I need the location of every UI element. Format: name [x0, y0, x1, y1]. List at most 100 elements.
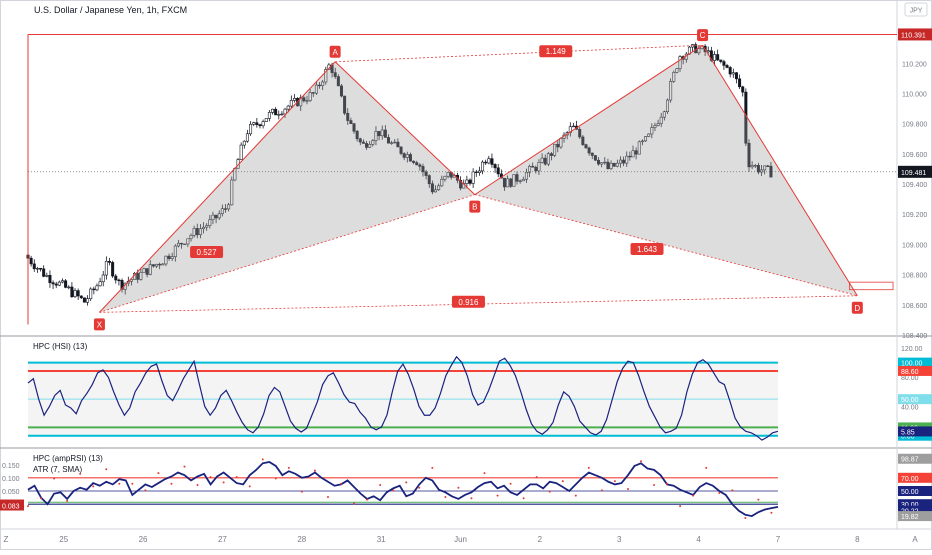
amprsi-level-label: 19.82	[901, 514, 919, 521]
atr-dot	[431, 466, 434, 469]
pattern-ratio-label: 0.916	[458, 298, 479, 307]
candle	[192, 228, 196, 236]
candle	[82, 297, 86, 303]
candle	[202, 226, 206, 230]
pattern-point-a: A	[332, 48, 338, 57]
candle	[104, 260, 108, 276]
pattern-ratio-line	[474, 194, 858, 297]
candle	[709, 50, 713, 61]
amprsi-series-line	[27, 461, 779, 518]
candle	[578, 129, 582, 138]
candle	[139, 272, 143, 280]
candle	[405, 154, 409, 158]
hsi-level-label: 100.00	[901, 361, 923, 368]
amprsi-level-label-bg	[898, 505, 932, 516]
amprsi-level-label-bg	[898, 486, 932, 496]
candle	[101, 274, 105, 283]
amprsi-title: HPC (ampRSI) (13)	[33, 454, 103, 463]
price-tick-label: 109.000	[902, 242, 927, 249]
hsi-current-label: 5.85	[901, 429, 915, 436]
candle	[653, 125, 657, 128]
atr-dot	[587, 466, 590, 469]
candle	[45, 275, 49, 277]
atr-dot	[66, 499, 69, 502]
atr-dot	[718, 491, 721, 494]
candle	[89, 288, 93, 299]
candle	[509, 178, 513, 187]
candle	[756, 165, 760, 173]
candle	[430, 183, 434, 193]
atr-dot	[640, 460, 643, 463]
candle	[434, 189, 438, 193]
pattern-point-b-bg	[469, 200, 481, 213]
pattern-ratio-label-bg	[190, 245, 224, 258]
candle	[129, 279, 133, 282]
pattern-point-c: C	[700, 31, 706, 40]
atr-dot	[340, 482, 343, 485]
candle	[656, 123, 660, 126]
currency-box[interactable]	[904, 2, 928, 17]
candle	[725, 65, 729, 68]
amprsi-level-label-bg	[898, 499, 932, 510]
candle	[39, 268, 43, 270]
price-tick-label: 108.400	[902, 333, 927, 340]
candle	[584, 144, 588, 149]
candle	[86, 298, 90, 303]
candle	[515, 174, 519, 182]
amprsi-level-label-bg	[898, 453, 932, 464]
atr-dot	[418, 486, 421, 489]
candle	[336, 76, 340, 87]
candle	[145, 268, 149, 275]
atr-dot	[705, 466, 708, 469]
candle	[308, 92, 312, 101]
atr-dot	[353, 502, 356, 505]
candle	[349, 120, 353, 124]
candle	[292, 98, 296, 101]
atr-dot	[274, 477, 277, 480]
candle	[274, 108, 278, 116]
hsi-level-label-bg	[898, 365, 932, 376]
candle	[333, 72, 337, 77]
candle	[380, 129, 384, 137]
atr-dot	[600, 489, 603, 492]
candle	[318, 84, 322, 87]
candle	[722, 61, 726, 66]
candle	[390, 142, 394, 144]
candle	[550, 153, 554, 156]
candle	[377, 131, 381, 137]
candle	[716, 54, 720, 61]
candle	[167, 255, 171, 259]
candle	[760, 169, 764, 173]
time-tick-label: 7	[776, 535, 781, 544]
candle	[54, 283, 58, 286]
pattern-point-c-bg	[697, 29, 709, 42]
atr-dot	[561, 480, 564, 483]
candle	[644, 136, 648, 142]
candle	[597, 159, 601, 165]
candle	[29, 257, 33, 265]
atr-dot	[287, 466, 290, 469]
pattern-ratio-label: 0.527	[197, 248, 218, 257]
candle	[502, 177, 506, 188]
candle	[280, 113, 284, 116]
atr-dot	[509, 482, 512, 485]
candle	[79, 295, 83, 299]
atr-dot	[444, 495, 447, 498]
candle	[258, 124, 262, 127]
atr-dot	[222, 481, 225, 484]
candle	[537, 161, 541, 172]
pattern-ratio-label: 1.149	[546, 47, 567, 56]
atr-dot	[313, 469, 316, 472]
candle	[42, 268, 46, 277]
candle	[531, 165, 535, 168]
candle	[180, 242, 184, 245]
candle	[176, 242, 180, 247]
pattern-point-x: X	[97, 320, 103, 329]
atr-dot	[522, 497, 525, 500]
hsi-tick-label: 80.00	[901, 375, 919, 382]
atr-dot	[470, 497, 473, 500]
atr-dot	[92, 485, 95, 488]
candle	[622, 159, 626, 164]
candle	[220, 208, 224, 215]
